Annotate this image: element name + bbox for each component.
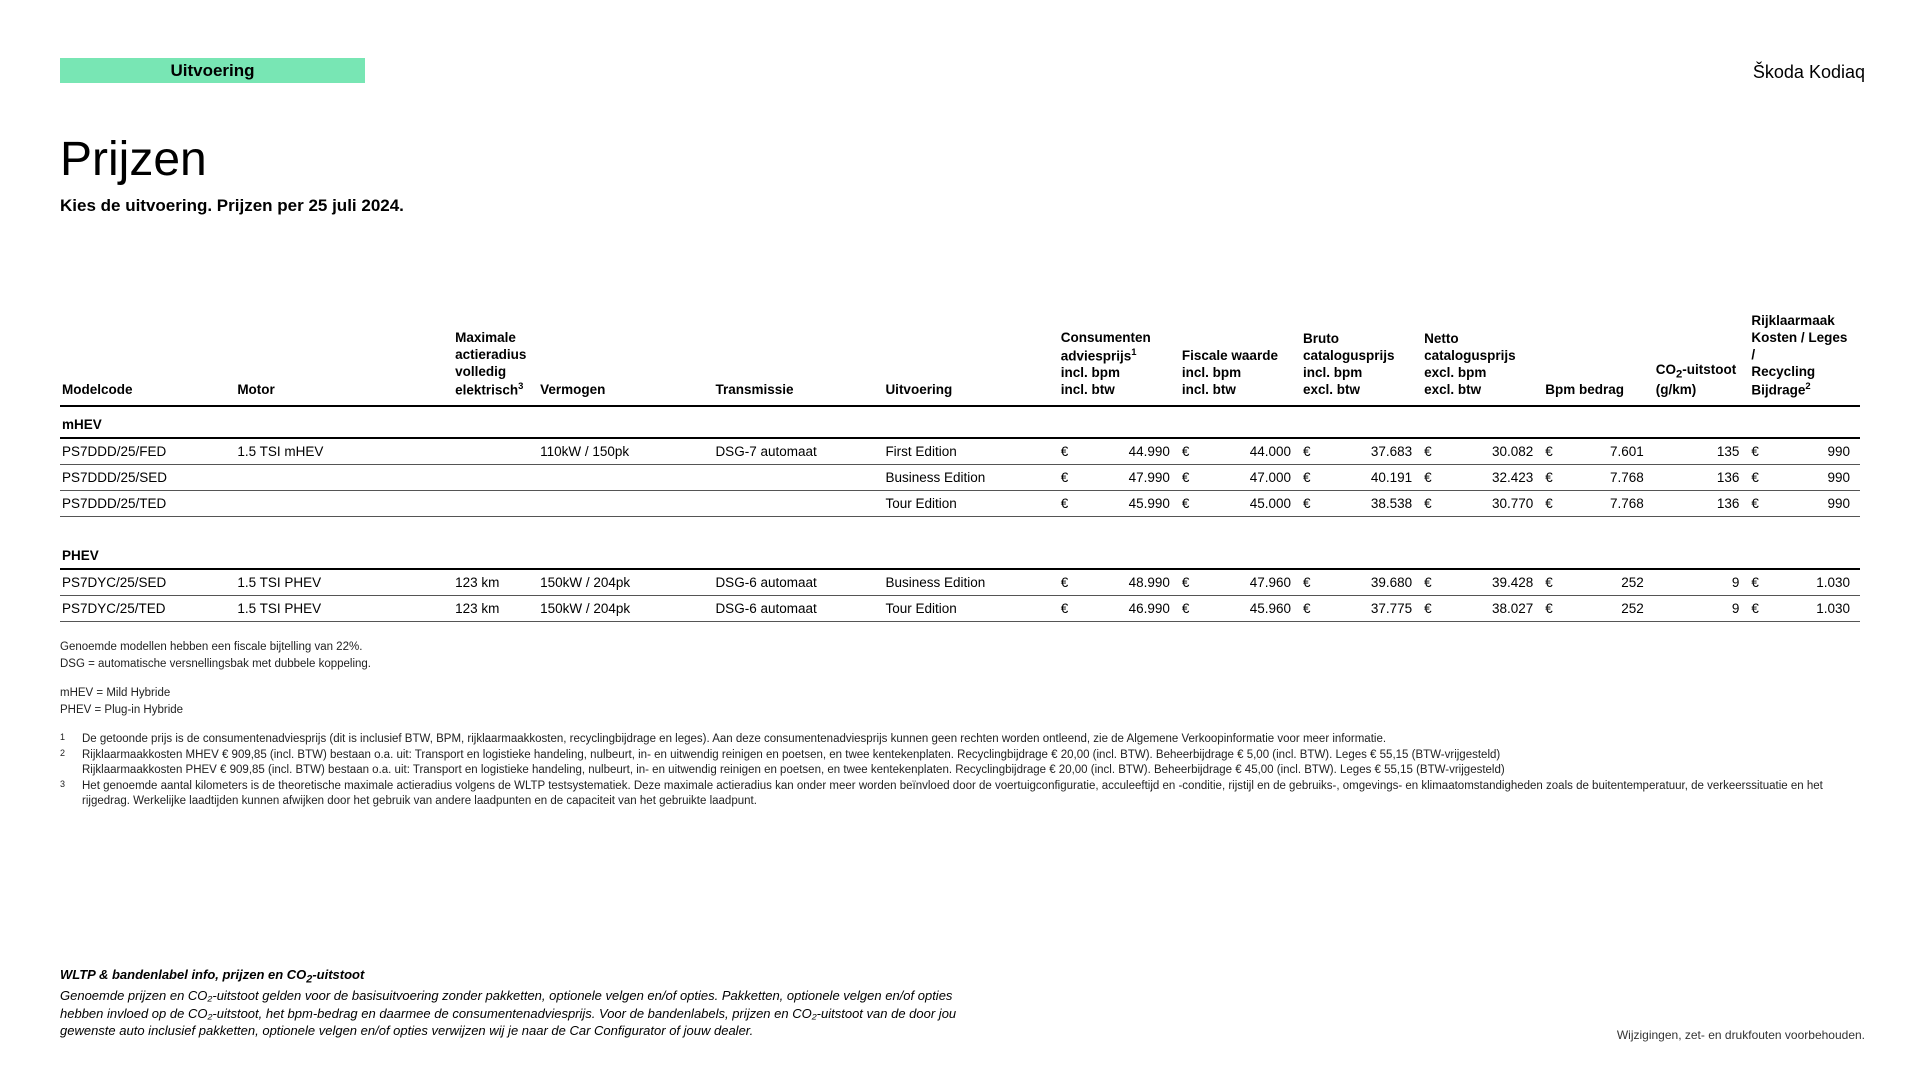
page-title: Prijzen bbox=[60, 132, 207, 187]
price-table: Modelcode Motor Maximaleactieradiusvolle… bbox=[60, 310, 1860, 622]
footnote: 3Het genoemde aantal kilometers is de th… bbox=[60, 779, 1840, 809]
footnote: 1De getoonde prijs is de consumentenadvi… bbox=[60, 732, 1840, 747]
disclaimer: Wijzigingen, zet- en drukfouten voorbeho… bbox=[1617, 1028, 1865, 1042]
notes-general: Genoemde modellen hebben een fiscale bij… bbox=[60, 640, 1840, 672]
footnotes: 1De getoonde prijs is de consumentenadvi… bbox=[60, 732, 1840, 809]
brand-name: Škoda Kodiaq bbox=[1753, 62, 1865, 83]
price-table-wrapper: Modelcode Motor Maximaleactieradiusvolle… bbox=[60, 310, 1860, 622]
table-row: PS7DYC/25/SED1.5 TSI PHEV123 km150kW / 2… bbox=[60, 569, 1860, 596]
tab-uitvoering[interactable]: Uitvoering bbox=[60, 58, 365, 83]
footnote: 2Rijklaarmaakkosten MHEV € 909,85 (incl.… bbox=[60, 748, 1840, 778]
wltp-body: Genoemde prijzen en CO₂-uitstoot gelden … bbox=[60, 988, 956, 1038]
col-motor: Motor bbox=[235, 310, 453, 406]
col-bpm: Bpm bedrag bbox=[1543, 310, 1654, 406]
col-power: Vermogen bbox=[538, 310, 713, 406]
section-header: mHEV bbox=[60, 406, 1860, 438]
note-line: DSG = automatische versnellingsbak met d… bbox=[60, 657, 1840, 672]
page-subtitle: Kies de uitvoering. Prijzen per 25 juli … bbox=[60, 196, 404, 216]
col-price: Consumentenadviesprijs1incl. bpmincl. bt… bbox=[1059, 310, 1180, 406]
note-abbrev: mHEV = Mild Hybride bbox=[60, 686, 1840, 701]
table-row: PS7DDD/25/TEDTour Edition€45.990€45.000€… bbox=[60, 490, 1860, 516]
section-header: PHEV bbox=[60, 538, 1860, 569]
table-row: PS7DDD/25/FED1.5 TSI mHEV110kW / 150pkDS… bbox=[60, 438, 1860, 465]
wltp-block: WLTP & bandenlabel info, prijzen en CO2-… bbox=[60, 966, 960, 1040]
table-row: PS7DYC/25/TED1.5 TSI PHEV123 km150kW / 2… bbox=[60, 596, 1860, 622]
tab-label: Uitvoering bbox=[170, 61, 254, 81]
table-header: Modelcode Motor Maximaleactieradiusvolle… bbox=[60, 310, 1860, 406]
table-body: mHEVPS7DDD/25/FED1.5 TSI mHEV110kW / 150… bbox=[60, 406, 1860, 622]
wltp-heading: WLTP & bandenlabel info, prijzen en CO2-… bbox=[60, 967, 364, 982]
col-co2: CO2-uitstoot(g/km) bbox=[1654, 310, 1750, 406]
table-row: PS7DDD/25/SEDBusiness Edition€47.990€47.… bbox=[60, 464, 1860, 490]
notes-abbrev: mHEV = Mild Hybride PHEV = Plug-in Hybri… bbox=[60, 686, 1840, 718]
col-fiscal: Fiscale waardeincl. bpmincl. btw bbox=[1180, 310, 1301, 406]
col-rijklaar: RijklaarmaakKosten / Leges /RecyclingBij… bbox=[1749, 310, 1860, 406]
col-trans: Transmissie bbox=[713, 310, 883, 406]
note-abbrev: PHEV = Plug-in Hybride bbox=[60, 703, 1840, 718]
col-netto: Nettocatalogusprijsexcl. bpmexcl. btw bbox=[1422, 310, 1543, 406]
col-bruto: Brutocatalogusprijsincl. bpmexcl. btw bbox=[1301, 310, 1422, 406]
note-line: Genoemde modellen hebben een fiscale bij… bbox=[60, 640, 1840, 655]
notes-block: Genoemde modellen hebben een fiscale bij… bbox=[60, 640, 1840, 809]
col-range: Maximaleactieradiusvolledigelektrisch3 bbox=[453, 310, 538, 406]
col-trim: Uitvoering bbox=[883, 310, 1058, 406]
col-modelcode: Modelcode bbox=[60, 310, 235, 406]
